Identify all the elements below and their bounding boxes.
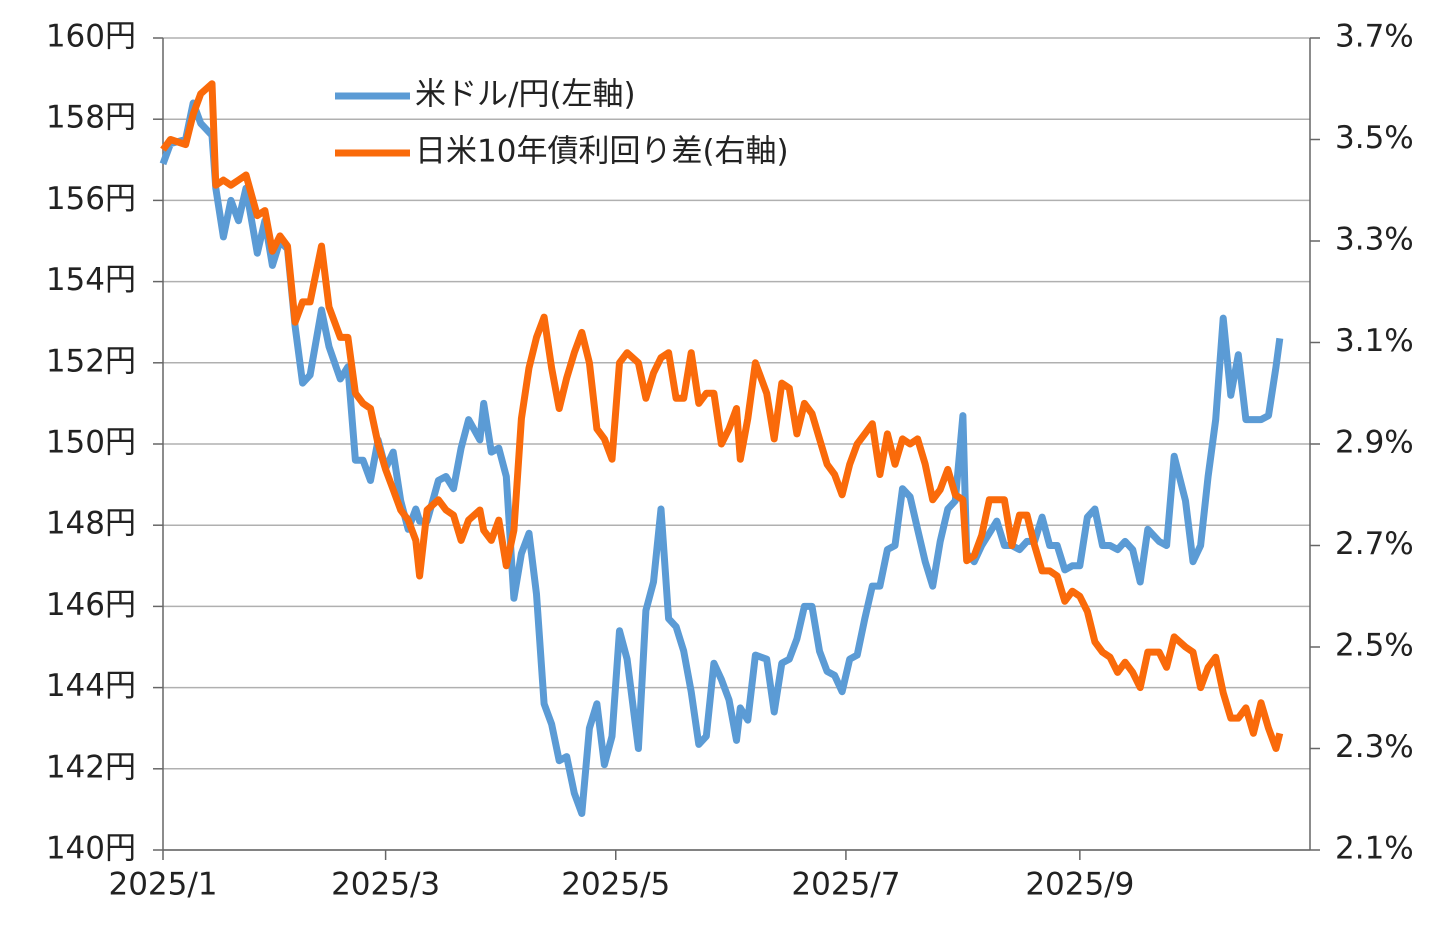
y-tick-label: 146円 [46, 587, 136, 623]
y2-tick-label: 2.5% [1335, 628, 1414, 664]
y-tick-label: 140円 [46, 831, 136, 867]
y2-tick-label: 2.7% [1335, 526, 1414, 562]
y2-tick-label: 2.3% [1335, 729, 1414, 765]
series-line [160, 80, 1284, 752]
legend-label: 米ドル/円(左軸) [415, 77, 636, 113]
x-tick-label: 2025/9 [1025, 867, 1134, 903]
y2-tick-label: 2.9% [1335, 425, 1414, 461]
series-line [159, 99, 1284, 817]
y-tick-label: 144円 [46, 668, 136, 704]
x-tick-label: 2025/1 [108, 867, 217, 903]
y2-tick-label: 2.1% [1335, 831, 1414, 867]
legend-label: 日米10年債利回り差(右軸) [415, 134, 789, 170]
x-tick-label: 2025/7 [791, 867, 900, 903]
y-tick-label: 154円 [46, 262, 136, 298]
y2-tick-label: 3.3% [1335, 222, 1414, 258]
x-tick-label: 2025/5 [561, 867, 670, 903]
y2-tick-label: 3.1% [1335, 323, 1414, 359]
y-tick-label: 152円 [46, 343, 136, 379]
y-tick-label: 158円 [46, 100, 136, 136]
y-tick-label: 148円 [46, 506, 136, 542]
x-tick-label: 2025/3 [331, 867, 440, 903]
y-tick-label: 160円 [46, 19, 136, 55]
y2-tick-label: 3.5% [1335, 120, 1414, 156]
y-tick-label: 150円 [46, 425, 136, 461]
y-tick-label: 156円 [46, 181, 136, 217]
y-tick-label: 142円 [46, 749, 136, 785]
y2-tick-label: 3.7% [1335, 19, 1414, 55]
